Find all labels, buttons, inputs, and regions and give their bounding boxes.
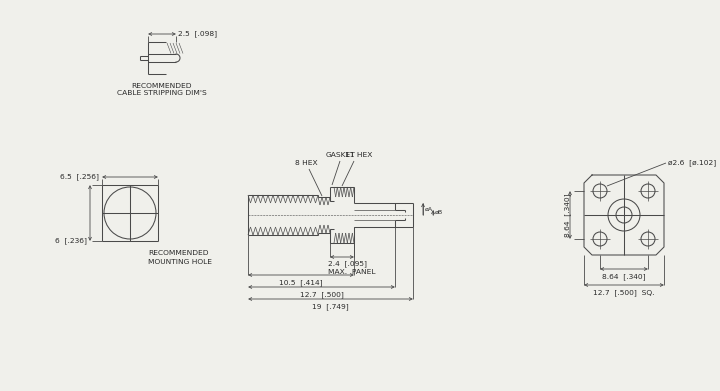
- Text: 2.4  [.095]: 2.4 [.095]: [328, 261, 367, 267]
- Text: CABLE STRIPPING DIM'S: CABLE STRIPPING DIM'S: [117, 90, 207, 96]
- Text: 6.5  [.256]: 6.5 [.256]: [60, 174, 99, 180]
- Text: GASKET: GASKET: [325, 152, 355, 158]
- Text: 12.7  [.500]: 12.7 [.500]: [300, 292, 343, 298]
- Text: RECOMMENDED: RECOMMENDED: [148, 250, 209, 256]
- Text: 8 HEX: 8 HEX: [294, 160, 318, 166]
- Text: øB: øB: [435, 210, 443, 215]
- Text: 19  [.749]: 19 [.749]: [312, 304, 349, 310]
- Text: 10.5  [.414]: 10.5 [.414]: [279, 280, 323, 286]
- Text: RECOMMENDED: RECOMMENDED: [132, 83, 192, 89]
- Text: øA: øA: [425, 206, 433, 212]
- Text: 2.5  [.098]: 2.5 [.098]: [178, 30, 217, 38]
- Text: 6  [.236]: 6 [.236]: [55, 238, 87, 244]
- Text: MAX.  PANEL: MAX. PANEL: [328, 269, 376, 275]
- Text: 11 HEX: 11 HEX: [346, 152, 373, 158]
- Text: 12.7  [.500]  SQ.: 12.7 [.500] SQ.: [593, 290, 654, 296]
- Text: MOUNTING HOLE: MOUNTING HOLE: [148, 259, 212, 265]
- Text: ø2.6  [ø.102]  (4X): ø2.6 [ø.102] (4X): [668, 160, 720, 167]
- Text: 8.64  [.340]: 8.64 [.340]: [602, 274, 646, 280]
- Text: 8.64  [.340]: 8.64 [.340]: [564, 193, 572, 237]
